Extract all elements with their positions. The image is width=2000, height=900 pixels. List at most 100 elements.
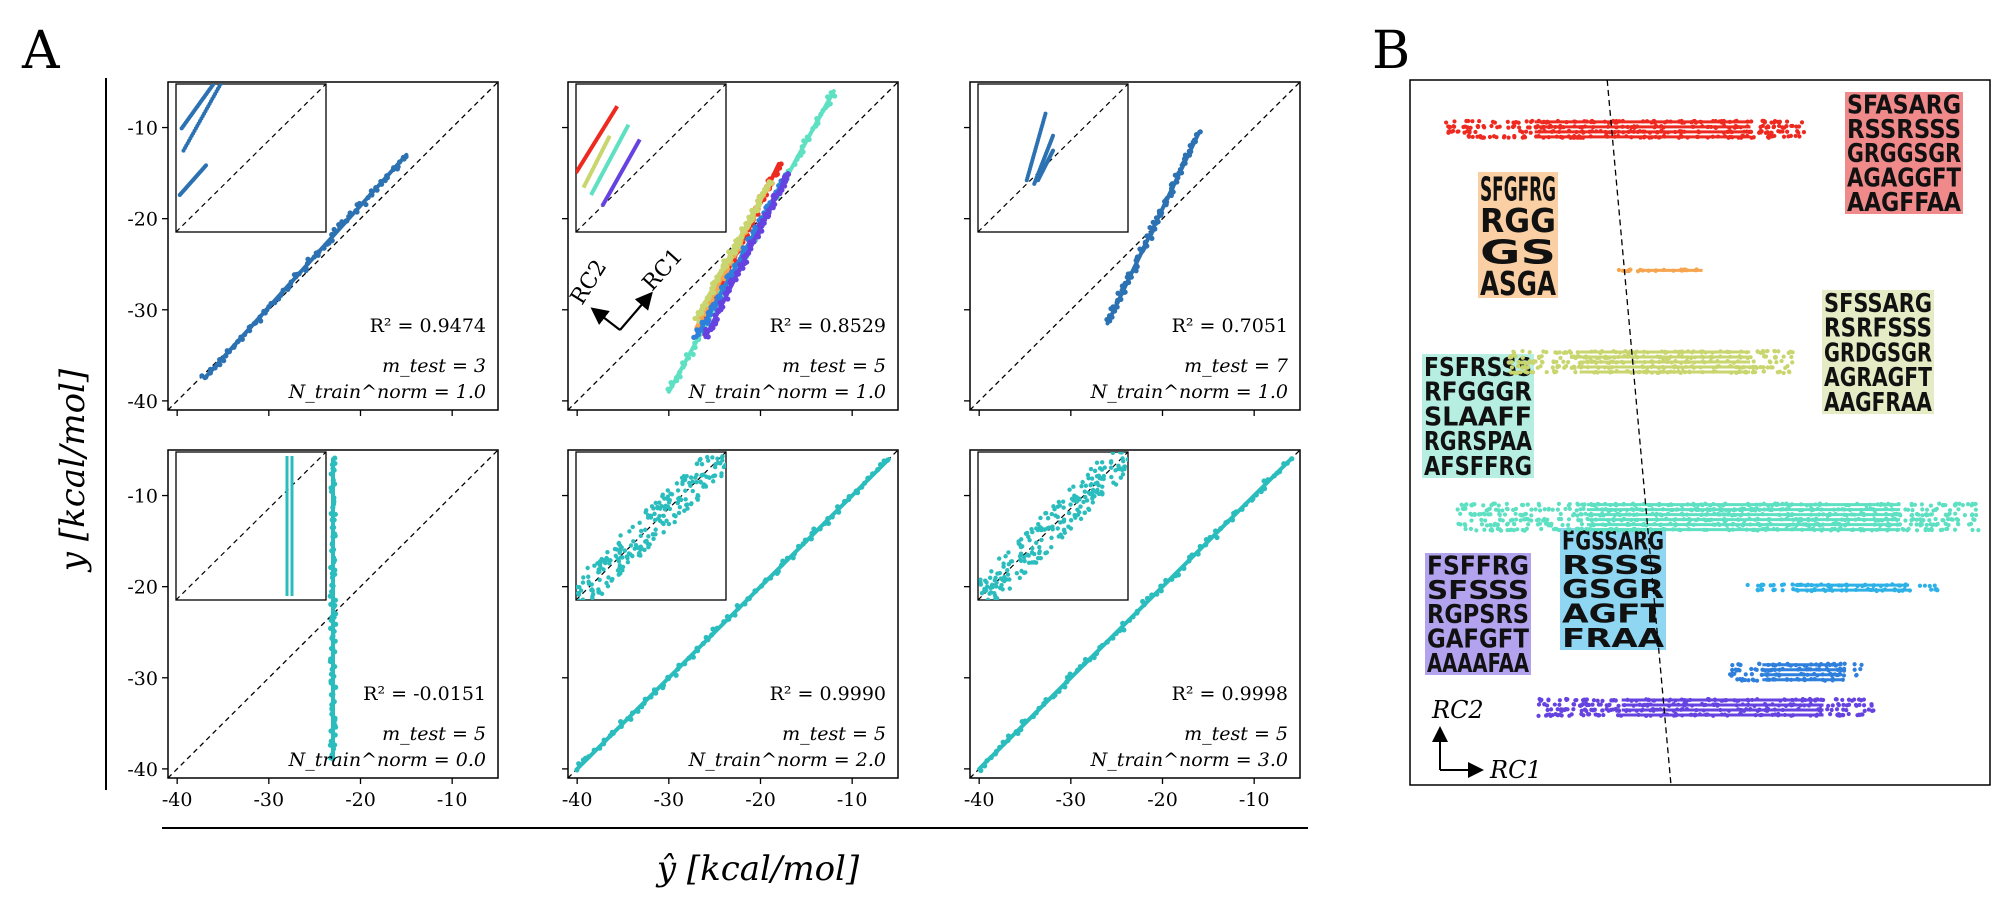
inset-point [1082, 510, 1087, 516]
cluster-point [1549, 521, 1554, 527]
inset-point [1099, 460, 1105, 465]
inset-point [1073, 494, 1078, 500]
cluster-point [1914, 528, 1920, 533]
cluster-point [1525, 125, 1531, 130]
inset-point [1038, 555, 1043, 561]
cluster-point [1945, 517, 1951, 522]
inset-point [644, 538, 649, 544]
cluster-point [1786, 369, 1792, 374]
inset-point [1112, 443, 1116, 447]
inset-point [980, 613, 984, 617]
cluster-point [1472, 511, 1477, 517]
inset-point [1071, 484, 1076, 489]
cluster-point [1903, 507, 1908, 512]
inset-point [1084, 498, 1090, 503]
cluster-point [1746, 678, 1751, 683]
cluster-point [1565, 697, 1570, 702]
cluster-point [1932, 583, 1937, 588]
cluster-point [1585, 712, 1591, 717]
data-line [694, 180, 772, 321]
n-train-label: N_train^norm = 1.0 [288, 381, 486, 403]
inset-point [1060, 535, 1065, 540]
cluster-point [1627, 267, 1632, 272]
cluster-point [1552, 370, 1557, 375]
logo-row: FSFRSSS [1424, 353, 1532, 383]
cluster-point [1826, 703, 1831, 708]
cluster-point [1579, 522, 1585, 527]
cluster-point [1478, 135, 1483, 140]
x-tick-label: -10 [437, 789, 468, 811]
inset-content [576, 105, 642, 208]
subplot-a6: -40 -30 -20 -10 R² = 0.9998 m_test = 5 N_train… [964, 442, 1301, 811]
inset-point [693, 475, 698, 480]
cluster-point [1456, 129, 1461, 134]
cluster-point [1470, 134, 1475, 140]
cluster-point [1518, 370, 1523, 375]
cluster-point [1834, 707, 1840, 712]
cluster-point [1761, 350, 1766, 355]
inset-point [1055, 526, 1060, 531]
inset-point [1043, 511, 1048, 516]
cluster-point [1591, 698, 1597, 703]
m-test-label: m_test = 5 [382, 723, 486, 745]
cluster-point [1591, 707, 1597, 712]
cluster-point [1533, 507, 1538, 512]
inset-point [688, 475, 694, 480]
inset-point [1036, 521, 1041, 527]
inset-point [609, 578, 614, 583]
inset-point [705, 458, 711, 463]
inset-point [983, 610, 987, 614]
m-test-label: m_test = 5 [782, 723, 886, 745]
cluster-point [1781, 134, 1787, 139]
cluster-point [1784, 124, 1789, 129]
cluster-point [1841, 702, 1846, 707]
rc2-label: RC2 [566, 256, 612, 309]
logo-row: GAFGFT [1427, 625, 1529, 655]
inset-point [1079, 483, 1084, 489]
r2-label: R² = -0.0151 [363, 683, 486, 705]
cluster-point [1920, 507, 1925, 512]
cluster-point [1545, 707, 1550, 713]
cluster-point [1616, 703, 1621, 709]
inset-point [1018, 557, 1023, 562]
cluster-point [1601, 712, 1606, 718]
cluster-point [1749, 671, 1754, 677]
inset-point [1077, 496, 1082, 501]
rc1-arrow [619, 291, 653, 331]
inset-point [1122, 442, 1126, 446]
x-tick-label: -20 [345, 789, 376, 811]
cluster-point [1801, 130, 1807, 135]
cluster-point [1598, 702, 1603, 707]
inset-line [1036, 149, 1055, 181]
cluster-point [1511, 507, 1516, 513]
inset-point [1102, 465, 1107, 470]
cluster-point [1829, 707, 1834, 713]
cluster-point [1953, 511, 1958, 516]
cluster-point [1529, 513, 1534, 518]
plot-frame [1409, 79, 1991, 786]
cluster-point [1775, 370, 1780, 375]
cluster-point [1789, 354, 1794, 360]
cluster-point [1493, 507, 1499, 512]
cluster-orange [1616, 267, 1703, 274]
cluster-point [1505, 119, 1510, 124]
cluster-point [1495, 523, 1500, 528]
inset-point [586, 574, 591, 579]
cluster-point [1790, 582, 1795, 587]
rc2-label: RC2 [1431, 696, 1484, 724]
identity-line [969, 81, 1301, 411]
cluster-point [1567, 501, 1572, 507]
cluster-point [1854, 703, 1859, 708]
series-all [327, 455, 339, 762]
cluster-red [1444, 118, 1807, 140]
cluster-point [1956, 507, 1961, 512]
inset-content [978, 442, 1128, 617]
inset-point [1008, 559, 1014, 564]
cluster-point [1614, 708, 1620, 713]
cluster-point [1611, 707, 1616, 712]
cluster-point [1595, 698, 1600, 703]
plot-frame [567, 449, 899, 779]
cluster-point [1600, 698, 1605, 703]
cluster-point [1769, 134, 1774, 139]
inset-point [616, 540, 622, 546]
